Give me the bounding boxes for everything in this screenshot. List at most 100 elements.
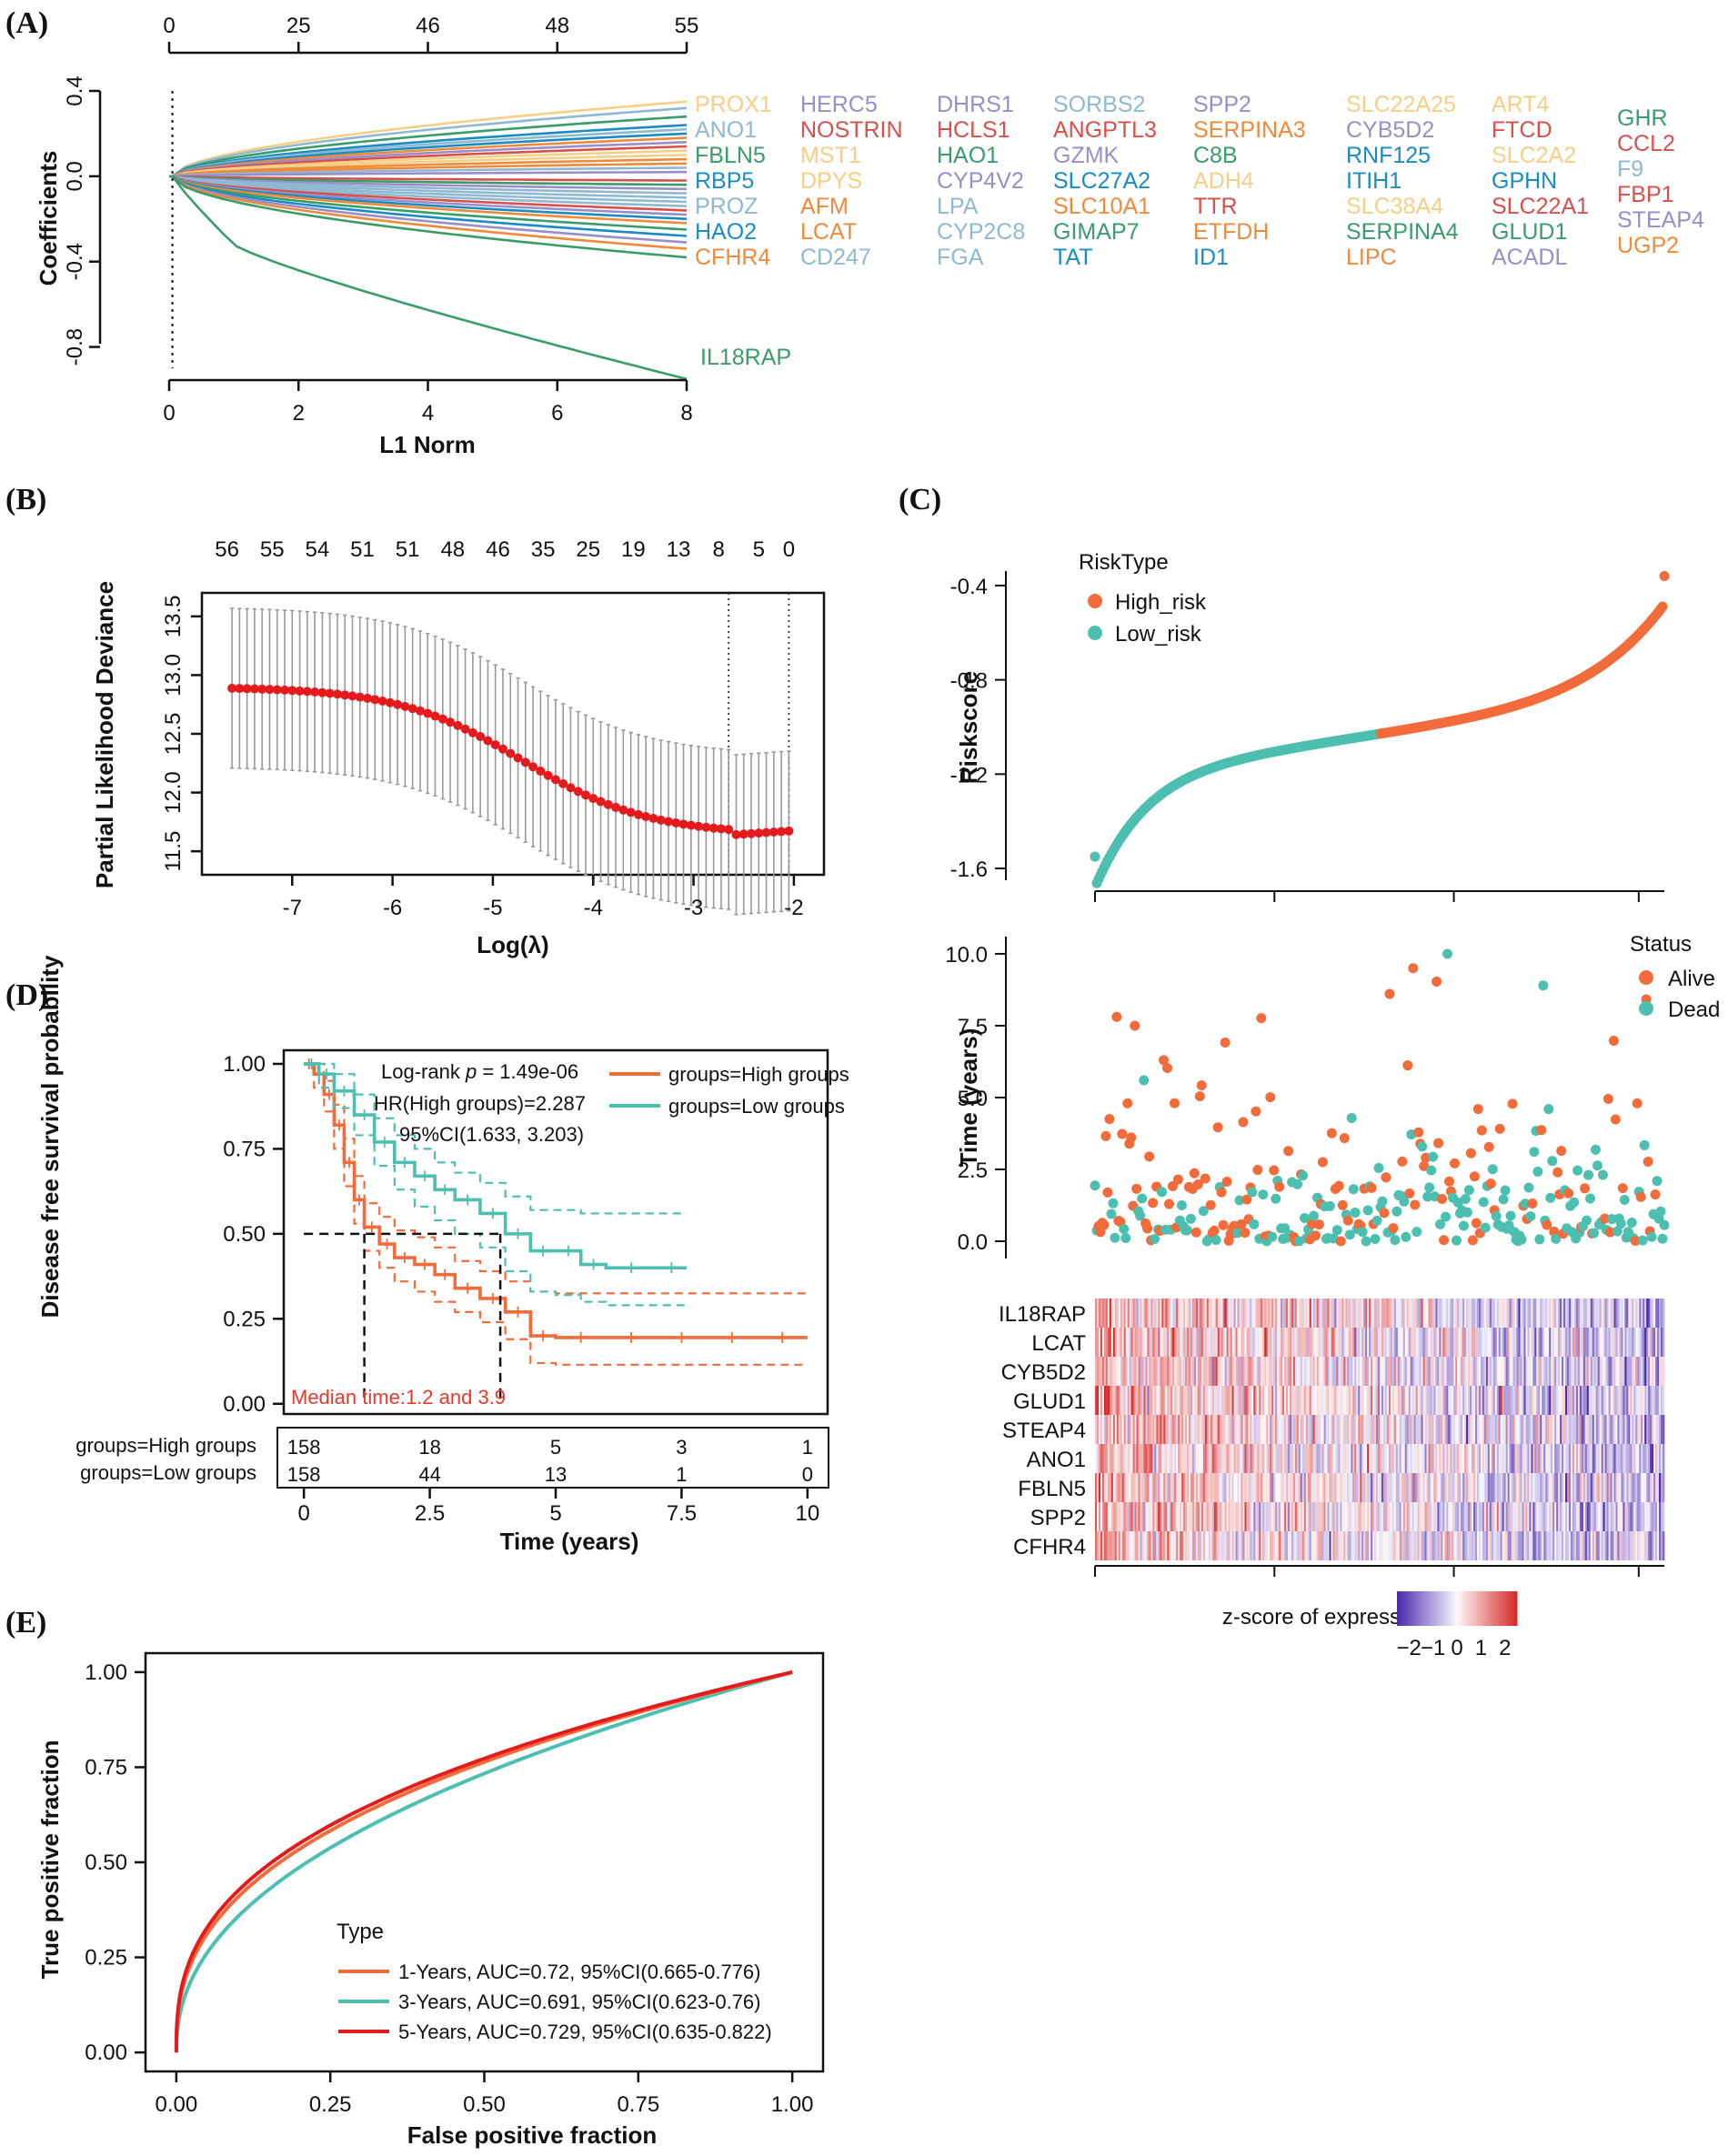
x-ticks: 0 2.5 5 7.5 10	[297, 1488, 819, 1526]
heatmap-cell	[1221, 1444, 1224, 1473]
heatmap-cell	[1098, 1415, 1101, 1444]
heatmap-cell	[1327, 1299, 1330, 1328]
heatmap-cell	[1305, 1473, 1309, 1502]
heatmap-cell	[1374, 1502, 1377, 1531]
time-point	[1451, 1235, 1462, 1246]
heatmap-cell	[1466, 1357, 1469, 1386]
heatmap-cell	[1415, 1415, 1418, 1444]
heatmap-cell	[1448, 1473, 1451, 1502]
time-point	[1234, 1195, 1245, 1206]
heatmap-cell	[1215, 1444, 1219, 1473]
heatmap-cell	[1294, 1357, 1298, 1386]
colorbar-segment	[1452, 1591, 1456, 1626]
heatmap-cell	[1637, 1444, 1640, 1473]
heatmap-cell	[1268, 1444, 1271, 1473]
heatmap-cell	[1261, 1415, 1263, 1444]
heatmap-cell	[1466, 1502, 1469, 1531]
heatmap-cell	[1432, 1473, 1434, 1502]
time-point	[1298, 1170, 1309, 1181]
heatmap-cell	[1653, 1415, 1656, 1444]
heatmap-cell	[1545, 1328, 1548, 1357]
heatmap-cell	[1613, 1357, 1616, 1386]
heatmap-cell	[1430, 1473, 1432, 1502]
heatmap-cell	[1134, 1444, 1137, 1473]
heatmap-cell	[1285, 1386, 1289, 1415]
heatmap-cell	[1395, 1386, 1399, 1415]
heatmap-cell	[1604, 1473, 1608, 1502]
heatmap-cell	[1193, 1357, 1197, 1386]
time-point	[1337, 1199, 1348, 1210]
heatmap-cell	[1105, 1357, 1109, 1386]
heatmap-cell	[1202, 1357, 1206, 1386]
heatmap-cell	[1386, 1415, 1390, 1444]
heatmap-cell	[1147, 1415, 1150, 1444]
heatmap-cell	[1143, 1328, 1146, 1357]
heatmap-cell	[1439, 1444, 1442, 1473]
heatmap-cell	[1628, 1415, 1631, 1444]
heatmap-cell	[1430, 1444, 1432, 1473]
heatmap-cell	[1562, 1328, 1564, 1357]
heatmap-cell	[1147, 1444, 1150, 1473]
heatmap-cell	[1201, 1415, 1204, 1444]
heatmap-cell	[1552, 1415, 1555, 1444]
heatmap-cell	[1474, 1415, 1478, 1444]
time-point	[1599, 1213, 1610, 1224]
heatmap-cell	[1432, 1531, 1434, 1560]
heatmap-cell	[1520, 1357, 1522, 1386]
heatmap-cell	[1248, 1357, 1251, 1386]
heatmap-cell	[1476, 1386, 1480, 1415]
heatmap-cell	[1165, 1444, 1168, 1473]
heatmap-cell	[1332, 1531, 1335, 1560]
heatmap-cell	[1597, 1444, 1601, 1473]
heatmap-cell	[1165, 1531, 1168, 1560]
heatmap-cell	[1382, 1299, 1386, 1328]
heatmap-cell	[1334, 1444, 1337, 1473]
heatmap-cell	[1644, 1328, 1647, 1357]
heatmap-cell	[1582, 1299, 1586, 1328]
heatmap-cell	[1534, 1386, 1537, 1415]
heatmap-cell	[1404, 1299, 1408, 1328]
x-tick-label: 10	[796, 1501, 820, 1526]
heatmap-cell	[1321, 1531, 1324, 1560]
heatmap-cell	[1624, 1299, 1627, 1328]
heatmap-cell	[1421, 1444, 1423, 1473]
heatmap-cell	[1527, 1386, 1530, 1415]
heatmap-cell	[1167, 1502, 1170, 1531]
heatmap-cell	[1327, 1328, 1330, 1357]
heatmap-cell	[1156, 1328, 1159, 1357]
deviance-point	[678, 819, 688, 829]
heatmap-cell	[1628, 1299, 1631, 1328]
heatmap-cell	[1540, 1444, 1542, 1473]
heatmap-cell	[1233, 1444, 1236, 1473]
heatmap-cell	[1457, 1531, 1460, 1560]
time-point	[1373, 1162, 1384, 1173]
heatmap-cell	[1437, 1531, 1440, 1560]
heatmap-cell	[1612, 1502, 1614, 1531]
heatmap-cell	[1543, 1444, 1546, 1473]
heatmap-cell	[1381, 1531, 1384, 1560]
heatmap-cell	[1516, 1502, 1519, 1531]
gene-label: ANO1	[695, 117, 757, 143]
time-point	[1172, 1174, 1183, 1185]
heatmap-cell	[1547, 1473, 1550, 1502]
heatmap-cell	[1279, 1473, 1281, 1502]
deviance-point	[460, 724, 470, 734]
heatmap-cell	[1292, 1531, 1296, 1560]
heatmap-cell	[1127, 1357, 1130, 1386]
heatmap-cell	[1381, 1357, 1384, 1386]
heatmap-cell	[1352, 1444, 1355, 1473]
heatmap-cell	[1291, 1473, 1294, 1502]
heatmap-cell	[1307, 1473, 1311, 1502]
heatmap-cell	[1487, 1357, 1491, 1386]
x-tick-label: 0.75	[617, 2092, 659, 2117]
heatmap-cell	[1552, 1444, 1555, 1473]
time-point	[1525, 1211, 1536, 1222]
heatmap-cell	[1140, 1357, 1142, 1386]
heatmap-cell	[1343, 1357, 1346, 1386]
time-point	[1494, 1123, 1505, 1134]
heatmap-cell	[1309, 1328, 1312, 1357]
y-tick-label: 1.00	[223, 1052, 266, 1077]
heatmap-cell	[1466, 1415, 1469, 1444]
colorbar-segment	[1421, 1591, 1424, 1626]
heatmap-cell	[1311, 1386, 1314, 1415]
